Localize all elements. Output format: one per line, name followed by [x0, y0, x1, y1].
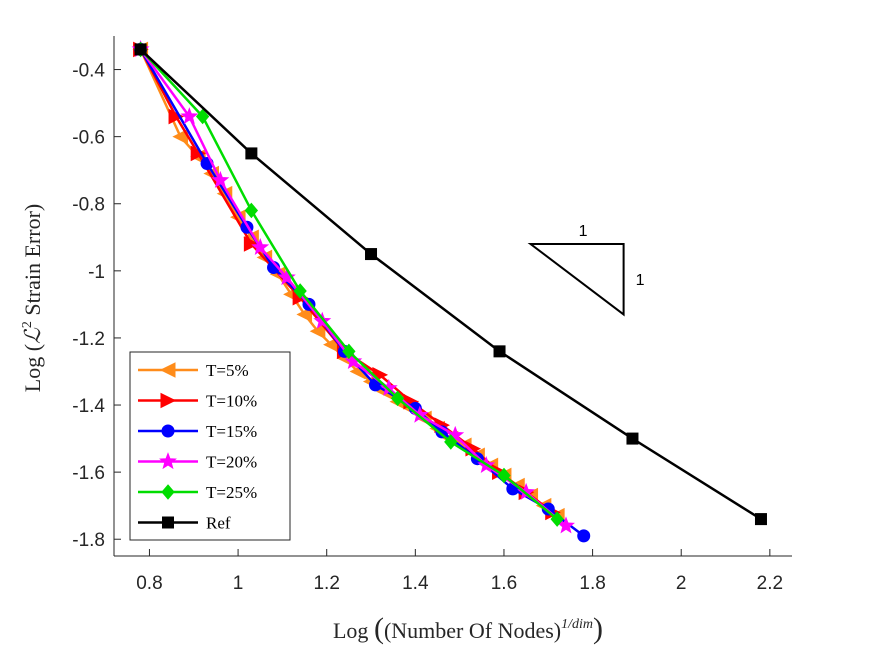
x-axis-label-log: Log: [333, 618, 374, 643]
data-point: [365, 248, 378, 261]
legend-label: T=5%: [206, 361, 249, 380]
y-tick-label: -0.8: [72, 195, 105, 216]
legend-label: Ref: [206, 514, 231, 533]
legend: T=5% T=10% T=15% T=20% T=25% Ref: [129, 351, 291, 541]
legend-label: T=10%: [206, 392, 257, 411]
x-tick-label: 1.2: [313, 573, 339, 594]
x-axis-label-sup: 1/dim: [561, 617, 593, 632]
data-point: [493, 345, 506, 358]
series-line: [139, 48, 762, 521]
data-point: [251, 237, 270, 255]
data-point: [390, 390, 405, 407]
y-axis-label-text: Strain Error): [20, 204, 45, 321]
x-tick-label: 1.6: [491, 573, 517, 594]
x-tick-label: 1.4: [402, 573, 429, 594]
data-point: [277, 268, 296, 286]
legend-swatch-marker: [161, 484, 175, 500]
x-axis-label-inner: (Number Of Nodes): [384, 618, 561, 643]
x-tick-label: 2: [676, 573, 687, 594]
legend-item: T=25%: [138, 483, 257, 502]
data-point: [180, 107, 199, 125]
legend-swatch-marker: [159, 452, 177, 470]
legend-box: [129, 351, 291, 541]
y-tick-label: -1: [88, 262, 105, 283]
data-point: [168, 108, 185, 125]
y-axis-label-log: Log (: [20, 344, 45, 392]
data-point: [342, 343, 356, 360]
legend-label: T=25%: [206, 483, 257, 502]
legend-label: T=15%: [206, 422, 257, 441]
legend-swatch-marker: [160, 392, 177, 409]
slope-run-label: 1: [579, 223, 588, 240]
slope-rise-label: 1: [636, 272, 645, 289]
data-point: [446, 425, 465, 443]
data-point: [577, 529, 591, 543]
x-tick-label: 1: [233, 573, 244, 594]
axes: 0.8 1 1.2 1.4 1.6 1.8 2 2.2 -0.4 -0.6 -0.8 -1 -1.2 -1…: [72, 36, 792, 594]
y-axis-label-script-L: ℒ: [20, 327, 45, 344]
data-point: [244, 202, 259, 219]
y-tick-label: -1.6: [72, 463, 105, 484]
series-group: [131, 40, 767, 543]
y-tick-label: -0.6: [72, 128, 105, 149]
x-axis-label-close-paren: ): [593, 612, 603, 645]
legend-swatch-marker: [159, 362, 176, 378]
data-point: [195, 108, 210, 125]
y-tick-label: -1.2: [72, 329, 105, 350]
legend-item: T=5%: [138, 361, 249, 380]
data-point: [444, 434, 458, 450]
data-point: [626, 432, 639, 445]
data-point: [550, 511, 564, 527]
x-tick-label: 1.8: [579, 573, 605, 594]
data-point: [211, 170, 230, 188]
legend-item: T=15%: [138, 422, 257, 441]
data-point: [497, 467, 511, 484]
axis-labels: Log ((Number Of Nodes)1/dim)Log (ℒ2 Stra…: [20, 204, 603, 645]
series-ref: [134, 43, 767, 526]
data-point: [754, 513, 767, 526]
slope-triangle-shape: [527, 243, 625, 317]
x-tick-label: 0.8: [136, 573, 162, 594]
data-point: [245, 147, 258, 160]
legend-item: T=10%: [138, 392, 257, 411]
legend-swatch-marker: [161, 424, 175, 438]
y-axis-label: Log (ℒ2 Strain Error): [20, 204, 45, 392]
legend-label: T=20%: [206, 453, 257, 472]
data-point: [293, 283, 307, 299]
slope-triangle: 11: [527, 223, 645, 317]
y-axis-label-sup: 2: [20, 321, 35, 328]
x-axis-label-open-paren: (: [374, 612, 384, 645]
data-point: [296, 306, 313, 323]
legend-item: T=20%: [138, 452, 257, 472]
data-point: [557, 516, 575, 534]
y-tick-label: -0.4: [72, 61, 105, 82]
y-tick-label: -1.4: [72, 396, 105, 417]
x-tick-label: 2.2: [757, 573, 783, 594]
y-tick-label: -1.8: [72, 530, 105, 551]
legend-item: Ref: [138, 514, 231, 533]
x-axis-label: Log ((Number Of Nodes)1/dim): [333, 612, 603, 645]
data-point: [134, 43, 147, 56]
data-point: [243, 236, 260, 252]
data-point: [344, 352, 363, 370]
legend-swatch-marker: [162, 516, 174, 529]
